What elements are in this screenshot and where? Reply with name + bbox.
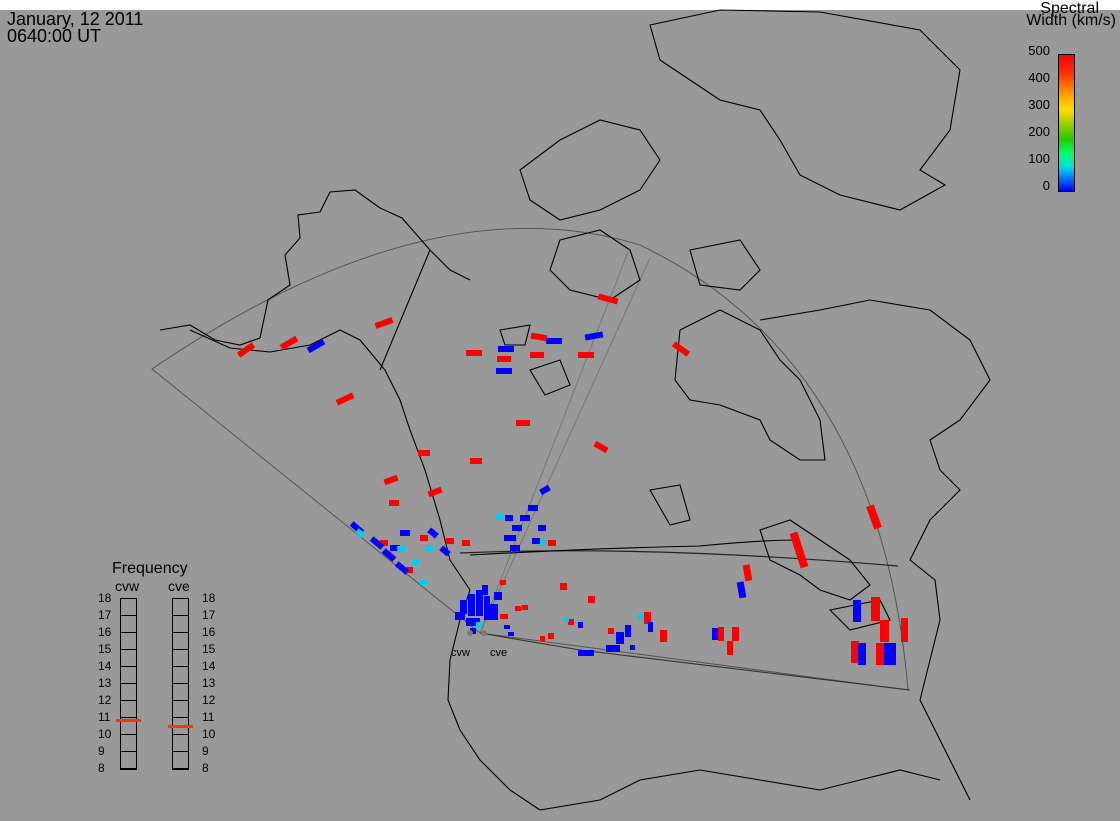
frequency-tick-right: 12 (202, 693, 216, 707)
frequency-tick-right: 18 (202, 591, 216, 605)
frequency-tick-right: 9 (202, 744, 209, 758)
time-label: 0640:00 UT (7, 26, 102, 46)
colorbar-title-line1: Spectral (1040, 0, 1099, 17)
frequency-cell (173, 735, 188, 752)
date-label: January, 12 2011 (7, 9, 144, 29)
radar-scatter-cells (236, 293, 908, 665)
frequency-cell (173, 650, 188, 667)
frequency-cell (173, 701, 188, 718)
frequency-tick-right: 13 (202, 676, 216, 690)
colorbar-tick: 400 (1028, 70, 1050, 85)
frequency-cell (173, 718, 188, 735)
frequency-tick-left: 9 (98, 744, 105, 758)
frequency-tick-right: 15 (202, 642, 216, 656)
colorbar-tick: 100 (1028, 151, 1050, 166)
frequency-tick-left: 11 (98, 710, 111, 724)
frequency-cell (121, 633, 136, 650)
frequency-tick-left: 16 (98, 625, 112, 639)
frequency-tick-right: 16 (202, 625, 216, 639)
frequency-tick-right: 10 (202, 727, 216, 741)
frequency-tick-left: 13 (98, 676, 112, 690)
colorbar-tick: 0 (1042, 178, 1050, 193)
frequency-tick-left: 14 (98, 659, 112, 673)
frequency-cell (121, 718, 136, 735)
frequency-radar-label-cve: cve (168, 578, 190, 594)
frequency-tick-left: 12 (98, 693, 112, 707)
frequency-cell (173, 752, 188, 769)
frequency-cell (121, 684, 136, 701)
frequency-cell (173, 599, 188, 616)
frequency-cell (173, 616, 188, 633)
frequency-tick-right: 17 (202, 608, 216, 622)
frequency-tick-left: 10 (98, 727, 112, 741)
frequency-cell (121, 701, 136, 718)
frequency-title: Frequency (112, 560, 188, 577)
frequency-tick-right: 11 (202, 710, 215, 724)
frequency-tick-left: 8 (98, 761, 105, 775)
frequency-tick-right: 8 (202, 761, 209, 775)
frequency-cell (121, 599, 136, 616)
frequency-radar-label-cvw: cvw (115, 578, 140, 594)
colorbar-tick: 300 (1028, 97, 1050, 112)
frequency-tick-left: 15 (98, 642, 112, 656)
frequency-column-cvw (120, 598, 137, 770)
frequency-cell (173, 633, 188, 650)
top-margin (0, 0, 1120, 10)
frequency-tick-right: 14 (202, 659, 216, 673)
frequency-tick-left: 18 (98, 591, 112, 605)
frequency-column-cve (172, 598, 189, 770)
frequency-cell (173, 667, 188, 684)
frequency-cell (121, 735, 136, 752)
frequency-marker (168, 724, 193, 728)
frequency-cell (121, 616, 136, 633)
radar-site-label-cvw: cvw (451, 647, 470, 659)
radar-site-label-cve: cve (490, 647, 508, 659)
radar-site-markers (467, 630, 487, 636)
coastline-lines (159, 9, 991, 811)
colorbar-tick: 200 (1028, 124, 1050, 139)
frequency-cell (121, 650, 136, 667)
frequency-cell (121, 667, 136, 684)
radar-fov-outline (151, 227, 909, 691)
frequency-marker (116, 719, 141, 723)
frequency-cell (121, 752, 136, 769)
frequency-cell (173, 684, 188, 701)
colorbar-tick: 500 (1028, 43, 1050, 58)
colorbar-scale (1058, 54, 1075, 192)
colorbar-title-line2: Width (km/s) (1026, 12, 1116, 29)
frequency-tick-left: 17 (98, 608, 112, 622)
